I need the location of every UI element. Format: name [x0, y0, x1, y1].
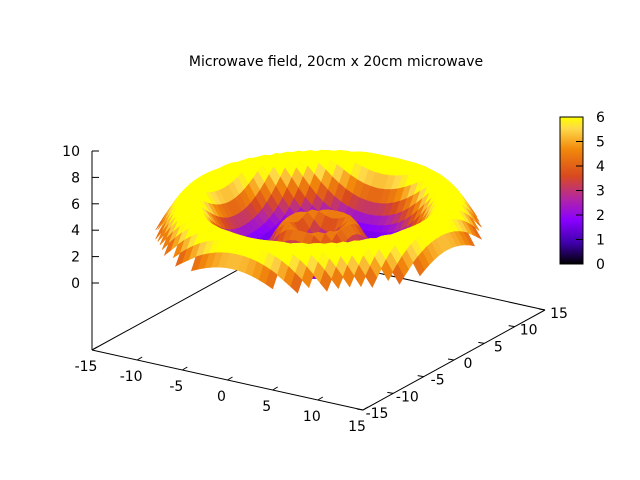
- x-tick-label: -10: [120, 369, 143, 385]
- colorbar-tick-label: 4: [596, 159, 605, 175]
- surface-cell: [392, 263, 405, 285]
- y-tick-label: 0: [464, 356, 473, 372]
- z-tick-label: 2: [71, 250, 80, 266]
- colorbar: 0 1 2 3 4 5 6: [559, 110, 605, 273]
- y-tick-label: 10: [520, 323, 538, 339]
- x-tick-label: -5: [169, 379, 183, 395]
- colorbar-tick-label: 5: [596, 135, 605, 151]
- chart-title: Microwave field, 20cm x 20cm microwave: [189, 54, 483, 70]
- colorbar-tick-label: 2: [596, 208, 605, 224]
- y-tick-label: -5: [431, 373, 445, 389]
- z-tick-label: 8: [71, 170, 80, 186]
- y-tick-label: 5: [494, 339, 503, 355]
- x-tick-label: 10: [303, 409, 321, 425]
- z-axis: 0 2 4 6 8 10: [62, 144, 99, 350]
- colorbar-tick-label: 0: [596, 257, 605, 273]
- z-tick-label: 0: [71, 276, 80, 292]
- colorbar-tick-label: 3: [596, 184, 605, 200]
- z-tick-label: 6: [71, 197, 80, 213]
- x-tick-label: 5: [262, 399, 271, 415]
- z-tick-label: 10: [62, 144, 80, 160]
- x-axis-ticks: -15 -10 -5 0 5 10 15: [75, 346, 369, 435]
- surface-cell: [412, 256, 425, 277]
- colorbar-tick-label: 6: [596, 110, 605, 126]
- surface-cell: [365, 265, 378, 288]
- y-tick-label: 15: [550, 306, 568, 322]
- surface-mesh: [155, 149, 483, 294]
- colorbar-tick-label: 1: [596, 233, 605, 249]
- z-tick-label: 4: [71, 223, 80, 239]
- x-tick-label: -15: [75, 359, 98, 375]
- x-tick-label: 0: [217, 389, 226, 405]
- y-axis-ticks: -15 -10 -5 0 5 10 15: [356, 306, 568, 422]
- y-tick-label: -15: [366, 406, 389, 422]
- y-tick-label: -10: [396, 389, 419, 405]
- x-tick-label: 15: [348, 419, 366, 435]
